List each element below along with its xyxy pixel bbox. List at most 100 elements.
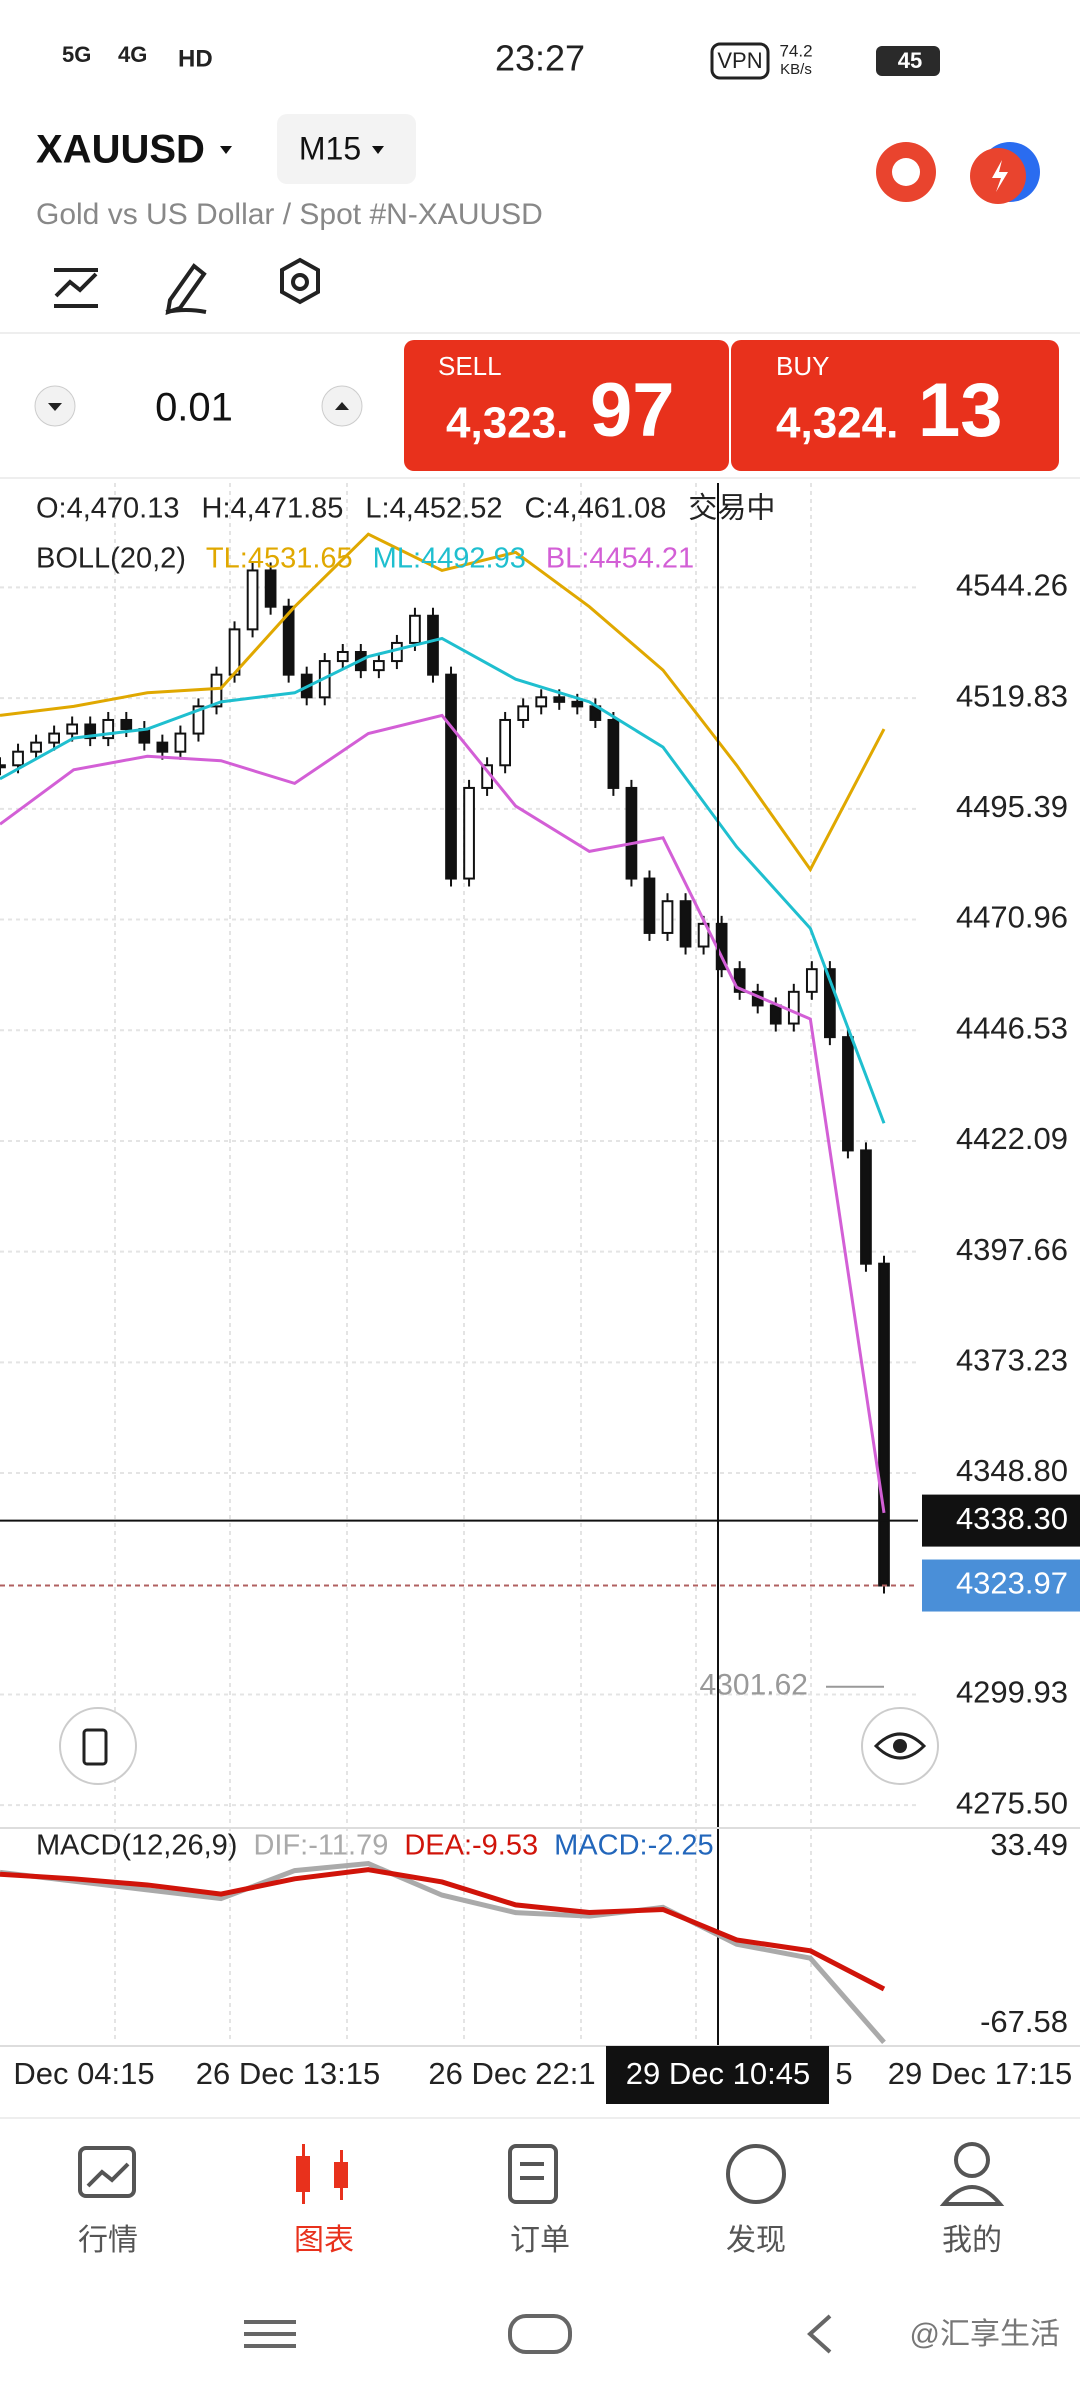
nav-icon-market	[78, 2146, 136, 2198]
macd-macd_label: MACD:-2.25	[554, 1830, 714, 1862]
y-tick-label: 4275.50	[956, 1785, 1068, 1820]
candle-body	[878, 1262, 890, 1587]
candle-body	[571, 700, 584, 708]
time-label: Dec 04:15	[13, 2056, 154, 2091]
nav-me[interactable]: 我的	[942, 2224, 1002, 2257]
time-label: 26 Dec 22:1	[428, 2056, 595, 2091]
candle-body	[607, 718, 620, 789]
boll-line	[0, 532, 886, 873]
candle-body	[156, 741, 169, 753]
crosshair-price-label: 4338.30	[956, 1501, 1068, 1536]
time-label: 29 Dec 17:15	[888, 2056, 1072, 2091]
y-tick-label: 4397.66	[956, 1232, 1068, 1267]
y-tick-label: 4495.39	[956, 789, 1068, 824]
nav-chart[interactable]: 图表	[294, 2224, 354, 2257]
app-icon-1-inner	[892, 158, 920, 186]
y-tick-label: 4519.83	[956, 678, 1068, 713]
net-speed-unit: KB/s	[780, 61, 812, 78]
macd-tick-label: -67.58	[980, 2004, 1068, 2039]
nav-market[interactable]: 行情	[78, 2224, 138, 2257]
candle-body	[535, 696, 548, 708]
subtitle: Gold vs US Dollar / Spot #N-XAUUSD	[36, 198, 543, 231]
macd-dea-line	[0, 1867, 886, 1992]
symbol-dropdown[interactable]	[220, 146, 232, 154]
ohlc-info: L:4,452.52	[365, 493, 502, 525]
y-tick-label: 4470.96	[956, 900, 1068, 935]
sell-price-big: 97	[590, 368, 675, 453]
timeframe-dropdown	[372, 146, 384, 154]
macd-dif-line	[0, 1861, 886, 2044]
nav-discover[interactable]: 发现	[726, 2224, 786, 2257]
candle-body	[427, 614, 439, 676]
current-price-box	[922, 1559, 1080, 1612]
volume-down-arrow	[48, 403, 62, 411]
crosshair-price-box	[922, 1494, 1080, 1547]
candle-body	[463, 786, 475, 880]
ohlc-info: C:4,461.08	[524, 493, 666, 525]
candle-body	[84, 723, 97, 740]
eye-pupil	[893, 1739, 907, 1753]
y-tick-label: 4299.93	[956, 1675, 1068, 1710]
sell-price-main: 4,323.	[446, 399, 568, 448]
sys-home[interactable]	[508, 2314, 572, 2354]
candle-body	[30, 741, 42, 753]
macd-tick-label: 33.49	[990, 1827, 1068, 1862]
nav-icon-orders-lines	[520, 2162, 544, 2180]
boll-label: BOLL(20,2)	[36, 543, 186, 575]
macd-dif_label: DIF:-11.79	[253, 1830, 388, 1862]
settings-tool[interactable]	[280, 257, 320, 305]
symbol[interactable]: XAUUSD	[36, 128, 205, 172]
candle-body	[769, 1004, 782, 1025]
candle-body	[246, 569, 259, 631]
candle-body	[0, 764, 6, 769]
candle-body	[445, 673, 457, 880]
network-5g: 5G	[62, 42, 91, 67]
boll-value: ML:4492.93	[373, 543, 526, 575]
y-tick-label: 4422.09	[956, 1121, 1068, 1156]
rotate-button[interactable]	[59, 1707, 137, 1785]
y-tick-label: 4373.23	[956, 1343, 1068, 1378]
candle-body	[553, 696, 566, 703]
candle-body	[120, 718, 133, 731]
draw-tool[interactable]	[165, 263, 207, 315]
nav-orders[interactable]: 订单	[510, 2224, 570, 2257]
vpn: VPN	[717, 48, 762, 73]
net-speed: 74.2	[779, 41, 812, 60]
buy-button[interactable]	[731, 340, 1059, 471]
candle-body	[824, 968, 836, 1039]
candle-body	[372, 660, 385, 672]
flash-icon	[992, 160, 1008, 192]
candle-body	[174, 732, 187, 753]
time-label: 5	[835, 2056, 852, 2091]
candle-body	[787, 990, 800, 1025]
buy-label: BUY	[776, 351, 829, 381]
battery-level: 45	[898, 48, 922, 73]
candle-body	[12, 750, 24, 767]
boll-line	[0, 713, 886, 1514]
candle-body	[409, 614, 421, 644]
candle-body	[336, 651, 349, 663]
sys-back[interactable]	[807, 2314, 832, 2354]
nav-icon-me-head	[954, 2142, 990, 2178]
candle-body	[48, 732, 60, 744]
volume[interactable]: 0.01	[155, 386, 233, 430]
candle-body	[805, 968, 818, 993]
nav-icon-chart-wick	[340, 2150, 343, 2200]
timeframe-box[interactable]	[277, 114, 416, 184]
eye-icon	[873, 1732, 927, 1760]
y-tick-label: 4348.80	[956, 1453, 1068, 1488]
settings-dot	[291, 273, 309, 291]
timeframe[interactable]: M15	[299, 130, 361, 166]
boll-line	[0, 636, 886, 1124]
vpn-box	[710, 42, 770, 80]
buy-price-main: 4,324.	[776, 399, 898, 448]
indicator-tool[interactable]	[54, 268, 98, 308]
boll-value: TL:4531.65	[206, 543, 353, 575]
sys-menu[interactable]	[244, 2320, 296, 2348]
candle-body	[499, 718, 512, 767]
time-label: 29 Dec 10:45	[626, 2056, 810, 2091]
watermark: @汇享生活	[910, 2318, 1060, 2351]
sell-button[interactable]	[404, 340, 729, 471]
